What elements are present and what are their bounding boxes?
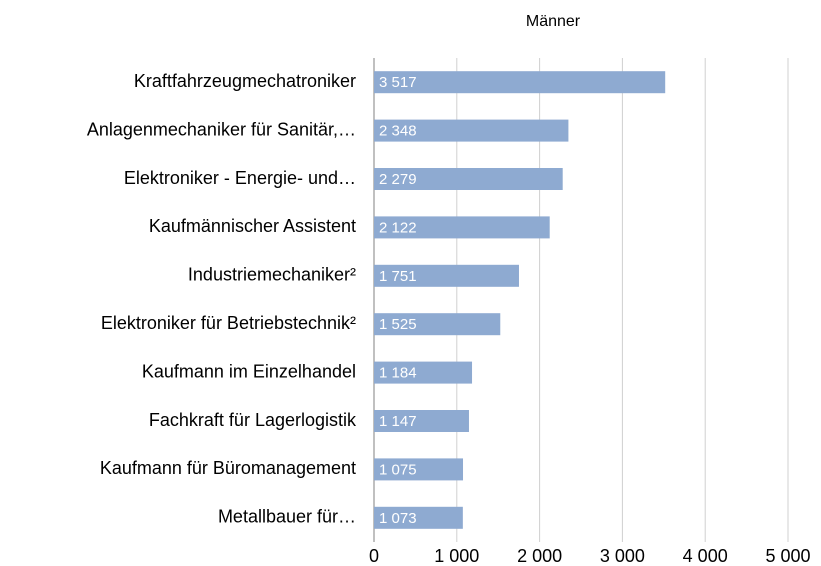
x-tick-label: 4 000 [683, 546, 728, 566]
x-tick-label: 0 [369, 546, 379, 566]
value-label: 2 348 [379, 123, 417, 140]
x-tick-label: 1 000 [434, 546, 479, 566]
value-label: 2 279 [379, 171, 417, 188]
y-tick-label: Metallbauer für… [218, 507, 356, 527]
bar [374, 458, 464, 481]
value-label: 1 075 [379, 461, 417, 478]
x-tick-label: 2 000 [517, 546, 562, 566]
bar [374, 71, 666, 94]
y-tick-label: Industriemechaniker² [188, 265, 356, 285]
value-label: 1 073 [379, 510, 417, 527]
bar [374, 313, 501, 336]
bar [374, 168, 563, 190]
y-tick-label: Anlagenmechaniker für Sanitär,… [87, 119, 356, 139]
y-tick-label: Kaufmann im Einzelhandel [142, 361, 356, 381]
y-tick-label: Kraftfahrzeugmechatroniker [134, 71, 356, 91]
y-tick-label: Fachkraft für Lagerlogistik [149, 410, 357, 430]
value-label: 2 122 [379, 219, 417, 236]
x-tick-label: 3 000 [600, 546, 645, 566]
bar [374, 119, 569, 142]
value-label: 1 751 [379, 268, 417, 285]
bar [374, 410, 469, 432]
chart-title: Männer [526, 13, 581, 30]
y-tick-label: Kaufmännischer Assistent [149, 216, 356, 236]
y-tick-label: Elektroniker für Betriebstechnik² [101, 313, 356, 333]
bar [374, 264, 519, 287]
bar [374, 506, 463, 529]
y-tick-label: Elektroniker - Energie- und… [124, 168, 356, 188]
value-label: 1 147 [379, 413, 417, 430]
value-label: 3 517 [379, 74, 417, 91]
value-label: 1 184 [379, 365, 417, 382]
y-tick-label: Kaufmann für Büromanagement [100, 458, 356, 478]
x-tick-label: 5 000 [765, 546, 810, 566]
value-label: 1 525 [379, 316, 417, 333]
bar [374, 361, 473, 384]
bar [374, 216, 550, 239]
